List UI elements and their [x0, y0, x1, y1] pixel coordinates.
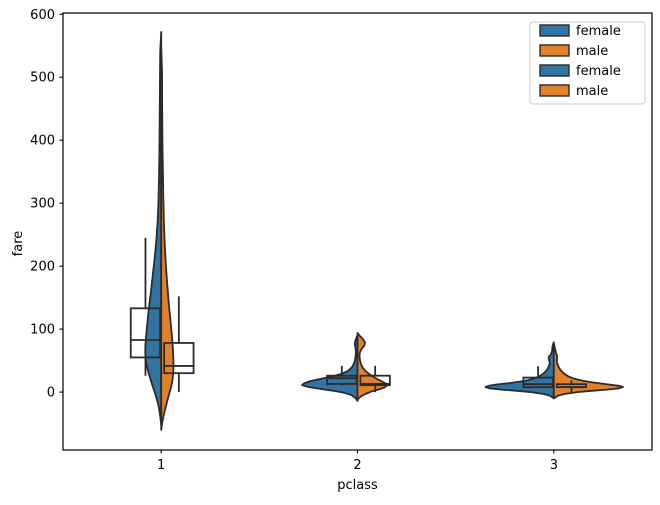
legend-label: female [576, 24, 621, 39]
x-tick-label: 1 [157, 458, 165, 473]
legend-patch-male [539, 44, 570, 57]
y-tick-label: 400 [30, 134, 55, 149]
y-tick-label: 300 [30, 197, 55, 212]
y-tick-label: 0 [47, 386, 55, 401]
legend-label: female [576, 64, 621, 79]
legend-box [529, 21, 646, 105]
violin-pclass3-male [552, 343, 624, 400]
legend-patch-female [539, 64, 570, 77]
y-tick-label: 600 [30, 8, 55, 23]
y-axis-label: fare [11, 231, 26, 257]
box-pclass2-female [326, 374, 358, 385]
violin-pclass1-female [144, 31, 163, 426]
y-tick-label: 500 [30, 71, 55, 86]
legend-label: male [576, 84, 608, 99]
violin-pclass2-male [356, 332, 388, 401]
violin-pclass3-female [484, 341, 555, 400]
x-tick-label: 2 [353, 458, 361, 473]
box-pclass1-female [129, 307, 162, 359]
box-pclass3-female [522, 376, 554, 389]
legend-label: male [576, 44, 608, 59]
violin-pclass1-male [160, 46, 175, 431]
legend-patch-male [539, 84, 570, 97]
x-axis-label: pclass [337, 478, 378, 493]
x-tick-label: 3 [550, 458, 558, 473]
y-tick-label: 200 [30, 260, 55, 275]
legend-patch-female [539, 24, 570, 37]
y-tick-label: 100 [30, 323, 55, 338]
box-pclass2-male [359, 374, 391, 387]
violin-pclass2-female [301, 334, 359, 402]
box-pclass1-male [163, 342, 195, 375]
